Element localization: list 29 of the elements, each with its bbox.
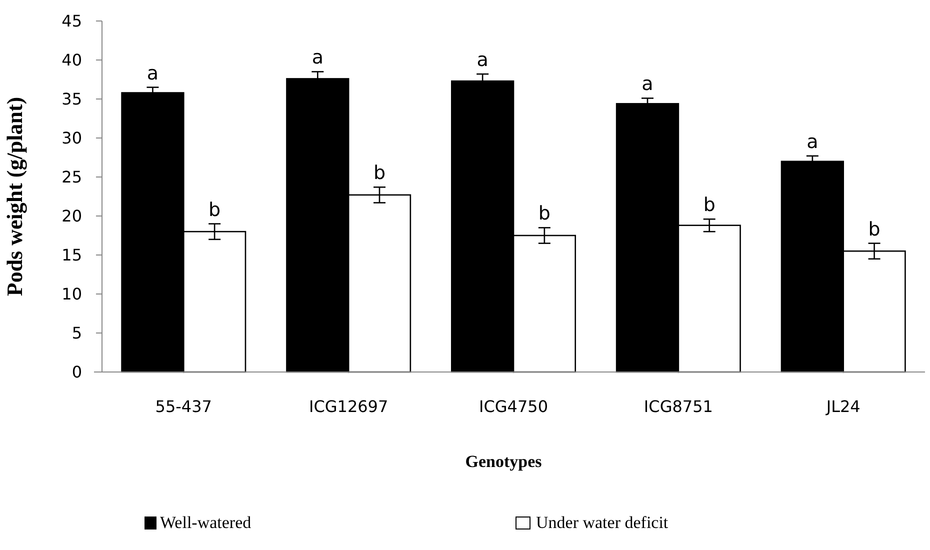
y-tick-label: 45 (62, 12, 82, 31)
y-tick-label: 0 (72, 362, 82, 382)
y-tick-label: 35 (62, 90, 82, 109)
annotation: a (642, 73, 654, 96)
annotation: a (312, 46, 324, 69)
legend-label: Under water deficit (536, 513, 668, 532)
x-tick-label: ICG4750 (478, 397, 548, 416)
y-tick-label: 10 (62, 284, 82, 304)
y-tick-label: 20 (62, 206, 82, 226)
x-tick-label: ICG12697 (308, 397, 388, 416)
y-axis-title: Pods weight (g/plant) (2, 96, 27, 296)
y-tick-label: 5 (72, 324, 82, 343)
legend-label: Well-watered (160, 513, 252, 532)
annotation: a (806, 130, 818, 153)
x-tick-label: 55-437 (155, 397, 212, 416)
y-tick-label: 30 (62, 128, 82, 148)
annotation: b (373, 162, 386, 184)
x-tick-label: JL24 (825, 397, 860, 416)
y-tick-label: 15 (62, 246, 82, 265)
annotation: b (868, 218, 880, 240)
annotation: b (208, 198, 221, 221)
annotation: b (538, 202, 550, 225)
x-axis-title: Genotypes (465, 452, 542, 471)
y-tick-label: 40 (62, 50, 82, 70)
x-tick-label: ICG8751 (644, 397, 713, 416)
annotation: a (146, 62, 159, 84)
annotation: b (703, 194, 716, 216)
annotation: a (476, 49, 488, 72)
y-tick-label: 25 (62, 168, 82, 187)
